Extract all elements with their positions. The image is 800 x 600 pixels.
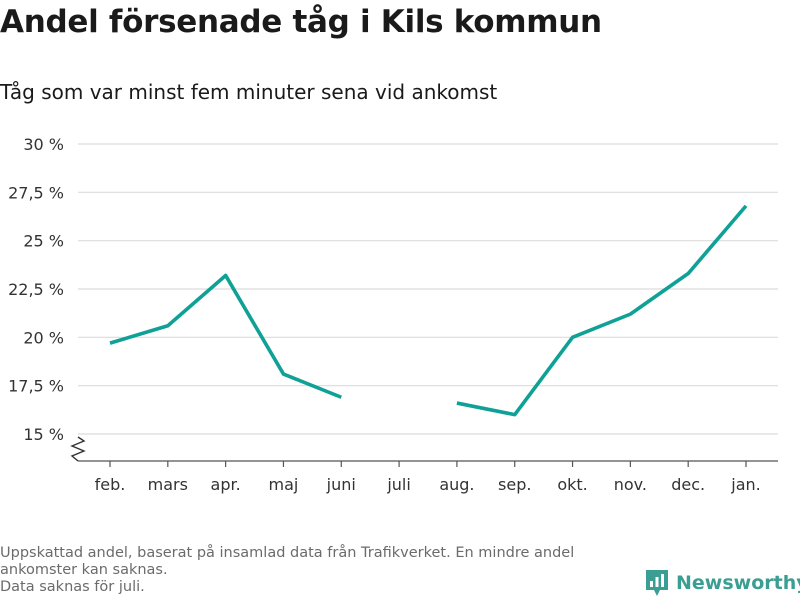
newsworthy-logo-icon: [646, 570, 668, 596]
x-tick-label: juli: [386, 475, 410, 494]
y-axis-break-icon: [70, 436, 86, 462]
y-tick-label: 20 %: [23, 328, 64, 347]
brand-logo: Newsworthy: [644, 568, 800, 598]
y-tick-label: 30 %: [23, 135, 64, 154]
x-tick-label: sep.: [498, 475, 531, 494]
y-tick-label: 25 %: [23, 232, 64, 251]
y-tick-label: 22,5 %: [8, 280, 64, 299]
y-tick-label: 17,5 %: [8, 377, 64, 396]
line-chart: 15 % 17,5 % 20 % 22,5 % 25 % 27,5 % 30 % feb. ma…: [8, 135, 778, 494]
x-tick-label: feb.: [95, 475, 126, 494]
x-tick-label: okt.: [557, 475, 587, 494]
x-tick-label: maj: [269, 475, 299, 494]
x-tick-label: dec.: [671, 475, 705, 494]
chart-subtitle: Tåg som var minst fem minuter sena vid a…: [0, 80, 498, 104]
y-tick-label: 15 %: [23, 425, 64, 444]
series-line-segment-0: [109, 273, 342, 399]
footnote-source: Uppskattad andel, baserat på insamlad da…: [0, 545, 575, 578]
footnote-missing-data: Data saknas för juli.: [0, 579, 145, 595]
brand-name: Newsworthy: [676, 572, 800, 594]
y-tick-label: 27,5 %: [8, 183, 64, 202]
x-tick-label: apr.: [211, 475, 241, 494]
x-tick-label: aug.: [439, 475, 474, 494]
footnote: Uppskattad andel, baserat på insamlad da…: [0, 545, 640, 596]
chart-title: Andel försenade tåg i Kils kommun: [0, 4, 602, 40]
x-tick-label: mars: [148, 475, 188, 494]
x-tick-label: nov.: [614, 475, 647, 494]
series-line-segment-1: [456, 204, 748, 417]
x-tick-label: juni: [326, 475, 356, 494]
x-tick-label: jan.: [730, 475, 760, 494]
